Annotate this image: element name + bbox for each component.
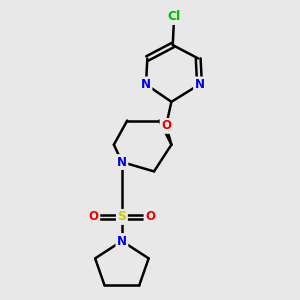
Text: S: S (117, 210, 126, 224)
Text: Cl: Cl (167, 11, 181, 23)
Text: N: N (117, 235, 127, 248)
Text: N: N (194, 78, 205, 91)
Text: O: O (145, 210, 155, 224)
Text: N: N (117, 155, 127, 169)
Text: O: O (161, 119, 171, 132)
Text: N: N (141, 78, 151, 91)
Text: O: O (89, 210, 99, 224)
